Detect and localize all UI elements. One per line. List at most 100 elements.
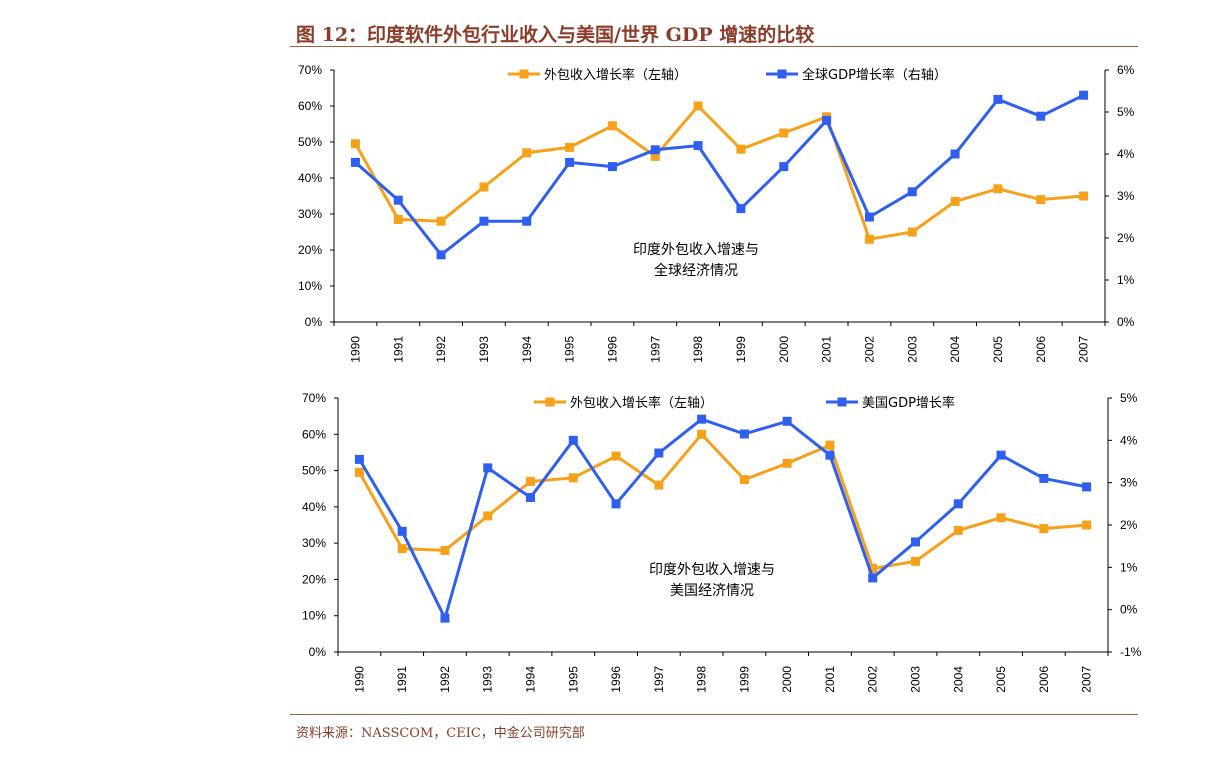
left-tick-label: 40% — [302, 500, 326, 514]
x-tick-label: 1996 — [609, 666, 623, 693]
left-tick-label: 60% — [298, 99, 322, 113]
right-tick-label: 6% — [1117, 63, 1135, 77]
x-tick-label: 2006 — [1037, 666, 1051, 693]
legend-label: 外包收入增长率（左轴） — [570, 395, 713, 411]
series-0-point — [1036, 195, 1046, 205]
series-1-point — [950, 149, 960, 159]
series-0-point — [736, 144, 746, 154]
series-0-point — [950, 196, 960, 206]
right-tick-label: 0% — [1120, 603, 1138, 617]
chart-annotation: 全球经济情况 — [654, 262, 738, 279]
series-0-point — [436, 216, 446, 226]
left-tick-label: 70% — [302, 391, 326, 405]
series-1-point — [483, 463, 493, 473]
right-tick-label: 5% — [1117, 105, 1135, 119]
series-0-point — [1079, 191, 1089, 201]
x-tick-label: 2000 — [777, 336, 791, 363]
x-tick-label: 2006 — [1034, 336, 1048, 363]
x-tick-label: 1992 — [434, 336, 448, 363]
left-tick-label: 20% — [298, 243, 322, 257]
series-0-point — [1039, 524, 1049, 534]
series-1-point — [697, 414, 707, 424]
x-tick-label: 1993 — [481, 666, 495, 693]
chart-annotation: 印度外包收入增速与 — [633, 242, 759, 258]
x-tick-label: 2001 — [820, 336, 834, 363]
series-1-point — [568, 435, 578, 445]
left-tick-label: 20% — [302, 572, 326, 586]
series-1-point — [907, 187, 917, 197]
x-tick-label: 1998 — [691, 336, 705, 363]
legend-label: 全球GDP增长率（右轴） — [802, 67, 947, 83]
right-tick-label: 0% — [1117, 315, 1135, 329]
series-1-point — [739, 429, 749, 439]
right-tick-label: 2% — [1117, 231, 1135, 245]
x-tick-label: 2004 — [948, 336, 962, 363]
series-1-point — [868, 573, 878, 583]
series-0-point — [868, 564, 878, 574]
chart-annotation: 美国经济情况 — [670, 583, 754, 599]
series-0-point — [479, 182, 489, 192]
series-1-point — [782, 416, 792, 426]
left-tick-label: 30% — [302, 536, 326, 550]
legend-swatch-marker — [837, 397, 847, 407]
right-tick-label: 1% — [1120, 560, 1138, 574]
x-tick-label: 1996 — [605, 336, 619, 363]
legend-swatch-marker — [545, 397, 555, 407]
series-1-point — [736, 204, 746, 214]
series-0-point — [522, 148, 532, 158]
series-0-point — [611, 451, 621, 461]
series-0-point — [565, 142, 575, 152]
footer-rule — [290, 714, 1138, 715]
right-tick-label: 5% — [1120, 391, 1138, 405]
series-0-point — [350, 139, 360, 149]
x-tick-label: 1998 — [695, 666, 709, 693]
x-tick-label: 1991 — [391, 336, 405, 363]
title-rule — [290, 46, 1138, 47]
series-0-point — [782, 458, 792, 468]
x-tick-label: 1994 — [524, 666, 538, 693]
series-1-point — [911, 537, 920, 547]
x-tick-label: 2004 — [951, 666, 965, 693]
x-tick-label: 1994 — [520, 336, 534, 363]
x-tick-label: 2002 — [866, 666, 880, 693]
right-tick-label: 3% — [1120, 476, 1138, 490]
x-tick-label: 2005 — [994, 666, 1008, 693]
series-0-point — [397, 544, 407, 554]
series-1-point — [779, 162, 789, 172]
x-tick-label: 2002 — [862, 336, 876, 363]
left-tick-label: 50% — [302, 464, 326, 478]
right-tick-label: 3% — [1117, 189, 1135, 203]
left-tick-label: 10% — [298, 279, 322, 293]
left-tick-label: 70% — [298, 63, 322, 77]
legend-swatch-marker — [777, 69, 787, 79]
series-1-point — [822, 115, 832, 125]
x-tick-label: 1999 — [734, 336, 748, 363]
series-1-point — [650, 145, 660, 155]
series-1-point — [993, 94, 1003, 104]
left-tick-label: 50% — [298, 135, 322, 149]
left-tick-label: 60% — [302, 427, 326, 441]
x-tick-label: 2001 — [823, 666, 837, 693]
series-0-point — [996, 513, 1006, 523]
series-line-0 — [354, 104, 1084, 241]
right-tick-label: 4% — [1117, 147, 1135, 161]
series-1-point — [436, 250, 446, 260]
series-0-point — [825, 440, 835, 450]
right-tick-label: 4% — [1120, 433, 1138, 447]
series-1-point — [611, 499, 621, 509]
x-tick-label: 2000 — [780, 666, 794, 693]
series-line-0 — [358, 432, 1087, 571]
series-0-point — [953, 525, 963, 535]
series-1-point — [526, 492, 535, 502]
series-1-point — [393, 195, 403, 205]
x-tick-label: 2005 — [991, 336, 1005, 363]
x-tick-label: 2007 — [1077, 336, 1091, 363]
x-tick-label: 1997 — [648, 336, 662, 363]
chart-us-gdp: 0% 10% 20% 30% 40% 50% 60% 70% -1% 0% 1% 2% 3% 4% 5% 19… — [302, 391, 1142, 693]
series-1-point — [654, 448, 664, 458]
chart-annotation: 印度外包收入增速与 — [649, 562, 775, 578]
series-0-point — [779, 128, 789, 138]
series-0-point — [650, 151, 660, 161]
series-0-point — [393, 214, 403, 224]
series-line-1 — [358, 417, 1087, 620]
